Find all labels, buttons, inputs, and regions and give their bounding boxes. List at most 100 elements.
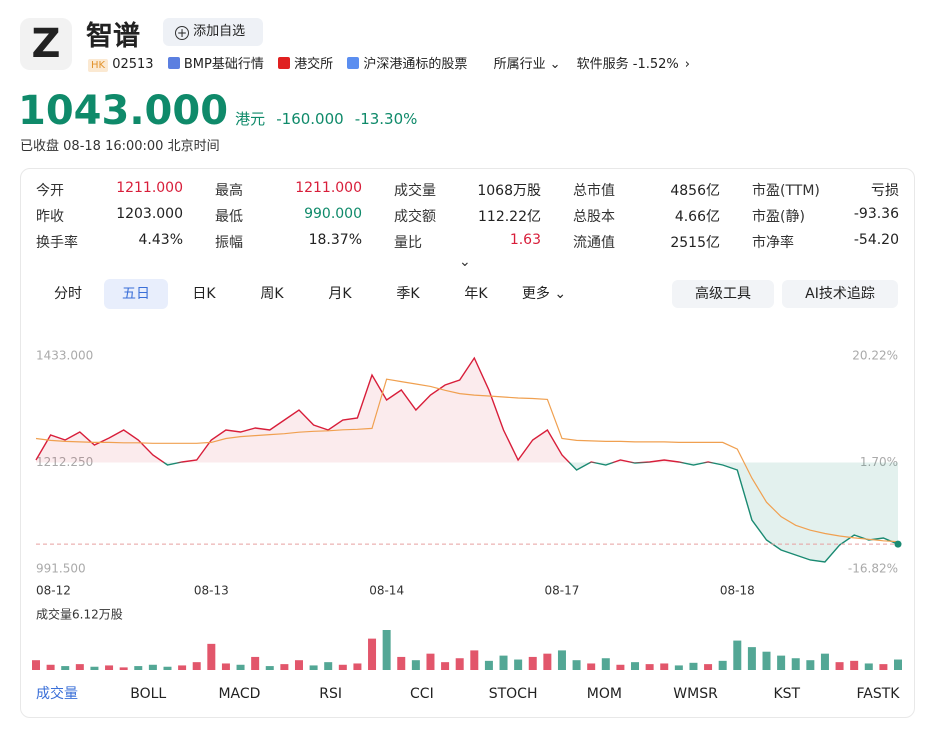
industry-link[interactable]: 所属行业 xyxy=(493,57,546,72)
volume-bar xyxy=(557,650,566,670)
tool-button[interactable]: AI技术追踪 xyxy=(782,280,898,308)
volume-bar xyxy=(148,664,157,670)
volume-bar xyxy=(499,655,508,670)
volume-bar xyxy=(616,664,625,670)
volume-bar xyxy=(850,660,859,670)
tab[interactable]: 分时 xyxy=(54,286,82,302)
tag: 港交所 xyxy=(294,57,334,72)
volume-bar xyxy=(207,643,216,670)
quote: 1043.000 港元 -160.000 -13.30% xyxy=(18,88,417,142)
expand-chevron[interactable]: ⌄ xyxy=(459,254,471,270)
volume-bar xyxy=(455,658,464,670)
volume-bar xyxy=(411,660,420,670)
stat-value: 1211.000 xyxy=(116,180,183,196)
stat-label: 成交额 xyxy=(394,209,436,225)
volume-bar xyxy=(484,660,493,670)
stat-label: 今开 xyxy=(36,183,64,199)
volume-bar xyxy=(105,665,114,670)
volume-bar xyxy=(514,659,523,670)
x-tick-label: 08-17 xyxy=(545,584,580,598)
volume-bar xyxy=(75,664,84,670)
volume-bar xyxy=(806,660,815,670)
stat-value: 1203.000 xyxy=(116,206,183,222)
market-tag: HK xyxy=(88,59,109,72)
volume-bar xyxy=(397,656,406,670)
stat-label: 换手率 xyxy=(36,235,78,251)
volume-bar xyxy=(309,665,318,670)
price-line xyxy=(35,356,899,563)
time: 08-18 16:00:00 北京时间 xyxy=(63,139,220,154)
stat-value: 1211.000 xyxy=(295,180,362,196)
stat-label: 市盈(静) xyxy=(752,209,805,225)
add-button-label: 添加自选 xyxy=(193,24,246,39)
volume-bar xyxy=(368,638,377,670)
volume-bar xyxy=(704,664,713,670)
x-tick-label: 08-18 xyxy=(720,584,755,598)
stat-label: 量比 xyxy=(394,235,422,251)
connect-icon xyxy=(347,57,360,69)
volume-bar xyxy=(221,663,230,670)
stat-value: 亏损 xyxy=(871,183,899,199)
stat-value: 1.63 xyxy=(509,232,541,248)
add-button[interactable]: + 添加自选 xyxy=(163,18,263,46)
volume-bar xyxy=(382,630,391,670)
tag-row: HK 02513 BMP基础行情 港交所 沪深港通标的股票 所属行业 ⌄ 软件服务… xyxy=(88,56,690,75)
tag: 沪深港通标的股票 xyxy=(363,57,468,72)
volume-bar xyxy=(178,665,187,670)
plus-icon: + xyxy=(175,26,189,40)
indicator-tab[interactable]: STOCH xyxy=(489,686,538,702)
tab[interactable]: 五日 xyxy=(104,279,168,309)
stat-value: 990.000 xyxy=(304,206,362,222)
volume-bar xyxy=(441,662,450,670)
sector-link[interactable]: 软件服务 xyxy=(576,57,629,72)
volume-bar xyxy=(747,647,756,670)
indicator-tab[interactable]: KST xyxy=(773,686,800,702)
indicator-tab[interactable]: CCI xyxy=(410,686,434,702)
indicator-tab[interactable]: MOM xyxy=(587,686,622,702)
x-tick-label: 08-13 xyxy=(194,584,229,598)
stat-value: 1068万股 xyxy=(477,183,541,199)
stat-label: 流通值 xyxy=(573,235,615,251)
tab[interactable]: 季K xyxy=(396,286,420,302)
price: 1043.000 xyxy=(18,88,229,134)
tab[interactable]: 年K xyxy=(464,286,488,302)
status: 已收盘 xyxy=(20,139,60,154)
volume-bar xyxy=(674,665,683,670)
volume-bar xyxy=(645,664,654,670)
indicator-tab[interactable]: 成交量 xyxy=(36,685,78,702)
stat-value: -93.36 xyxy=(853,206,899,222)
indicator-tab[interactable]: WMSR xyxy=(673,686,718,702)
stat-value: 4.43% xyxy=(138,232,183,248)
y2-tick-label: -16.82% xyxy=(848,562,898,576)
tab[interactable]: 更多 ⌄ xyxy=(521,286,567,302)
y-tick-label: 1212.250 xyxy=(36,455,93,469)
logo: Z xyxy=(20,18,72,70)
hk-icon xyxy=(277,57,290,69)
indicator-tab[interactable]: BOLL xyxy=(130,686,166,702)
chevron: ⌄ xyxy=(549,286,567,302)
volume-bar xyxy=(353,663,362,670)
stat-label: 总股本 xyxy=(573,209,615,225)
stock-name: 智谱 xyxy=(86,21,140,52)
indicator-tab[interactable]: MACD xyxy=(218,686,260,702)
volume-bar xyxy=(718,660,727,670)
tab[interactable]: 日K xyxy=(192,286,216,302)
change-pct: -13.30% xyxy=(354,110,418,128)
volume-bar xyxy=(324,662,333,670)
volume-bar xyxy=(864,663,873,670)
volume-bar xyxy=(572,660,581,670)
volume-bar xyxy=(835,662,844,670)
volume-bar xyxy=(879,664,888,670)
indicator-tab[interactable]: FASTK xyxy=(857,686,901,702)
tool-button[interactable]: 高级工具 xyxy=(672,280,774,308)
stat-label: 昨收 xyxy=(36,209,64,225)
tab[interactable]: 周K xyxy=(260,286,284,302)
last-price-dot xyxy=(894,540,902,548)
stat-value: 4.66亿 xyxy=(674,209,720,225)
area-down xyxy=(36,462,898,562)
tab[interactable]: 月K xyxy=(328,286,352,302)
volume-bar xyxy=(338,664,347,670)
indicator-tab[interactable]: RSI xyxy=(319,686,342,702)
